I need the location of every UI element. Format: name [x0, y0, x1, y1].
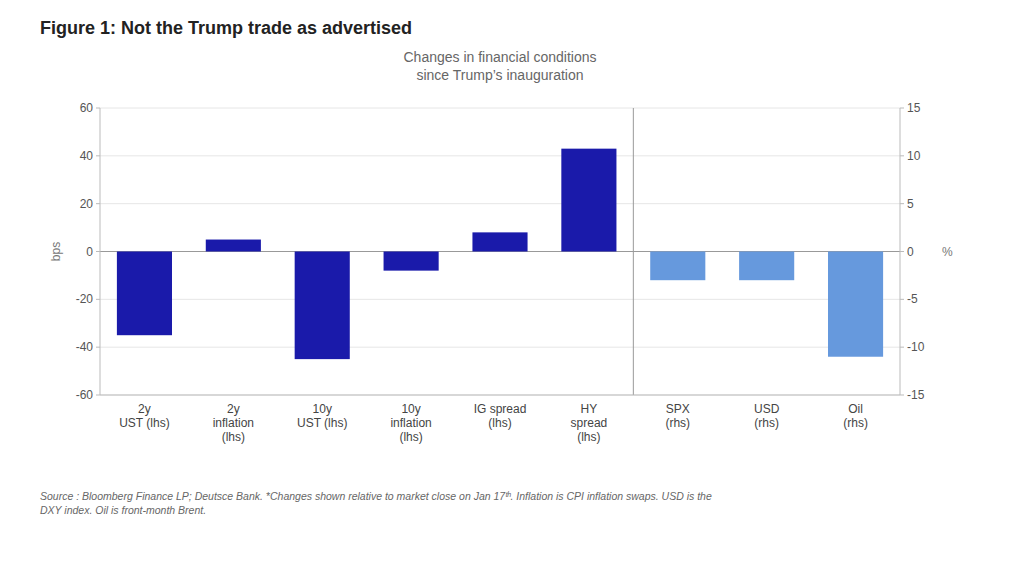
x-tick-label: SPX(rhs) [665, 402, 690, 430]
y2-tick [900, 155, 904, 156]
y-axis-label: bps [49, 242, 63, 261]
y2-tick-label: 10 [907, 149, 921, 163]
x-tick-label: 10yUST (lhs) [297, 402, 347, 430]
chart-container: Figure 1: Not the Trump trade as adverti… [0, 0, 1024, 563]
y-tick-label: 0 [86, 245, 93, 259]
title: Figure 1: Not the Trump trade as adverti… [40, 18, 412, 38]
y-tick [96, 155, 100, 156]
y-tick-label: -40 [76, 340, 94, 354]
bar [561, 149, 616, 252]
bar [650, 252, 705, 281]
x-tick-label: 2yinflation(lhs) [213, 402, 254, 444]
y-tick [96, 299, 100, 300]
y2-tick-label: 0 [907, 245, 914, 259]
y2-tick [900, 251, 904, 252]
y2-tick [900, 108, 904, 109]
y-tick-label: -60 [76, 388, 94, 402]
y2-tick [900, 395, 904, 396]
y2-tick [900, 347, 904, 348]
x-tick-label: USD(rhs) [754, 402, 780, 430]
grid-line [100, 299, 900, 300]
subtitle: Changes in financial conditionssince Tru… [403, 49, 596, 83]
y-tick [96, 203, 100, 204]
footnote: Source : Bloomberg Finance LP; Deutsce B… [40, 490, 712, 516]
y-tick [96, 395, 100, 396]
bar [828, 252, 883, 357]
chart: Figure 1: Not the Trump trade as adverti… [0, 0, 1024, 563]
grid-line [100, 155, 900, 156]
bar [206, 240, 261, 252]
y2-tick-label: -5 [907, 292, 918, 306]
y-tick [96, 108, 100, 109]
bar [472, 232, 527, 251]
x-tick-label: HYspread(lhs) [571, 402, 608, 444]
x-axis-line [100, 395, 900, 396]
y-tick-label: 20 [80, 197, 94, 211]
x-tick-label: Oil(rhs) [843, 402, 868, 430]
grid [100, 108, 900, 395]
grid-line [100, 347, 900, 348]
separator [633, 108, 634, 395]
y-tick-label: 40 [80, 149, 94, 163]
y2-tick-label: -15 [907, 388, 925, 402]
bar [384, 252, 439, 271]
x-tick-label: 2yUST (lhs) [119, 402, 169, 430]
y-tick [96, 251, 100, 252]
x-tick-label: 10yinflation(lhs) [390, 402, 431, 444]
y2-tick-label: -10 [907, 340, 925, 354]
y2-axis-label: % [942, 245, 953, 259]
y-tick-label: 60 [80, 101, 94, 115]
bars [117, 149, 883, 359]
y2-tick-label: 5 [907, 197, 914, 211]
y2-tick-label: 15 [907, 101, 921, 115]
bar [739, 252, 794, 281]
bar [295, 252, 350, 360]
grid-line [100, 395, 900, 396]
y-tick [96, 347, 100, 348]
grid-line [100, 203, 900, 204]
bar [117, 252, 172, 336]
x-tick-label: IG spread(lhs) [474, 402, 527, 430]
y2-tick [900, 203, 904, 204]
y2-tick [900, 299, 904, 300]
y-tick-label: -20 [76, 292, 94, 306]
grid-line [100, 108, 900, 109]
